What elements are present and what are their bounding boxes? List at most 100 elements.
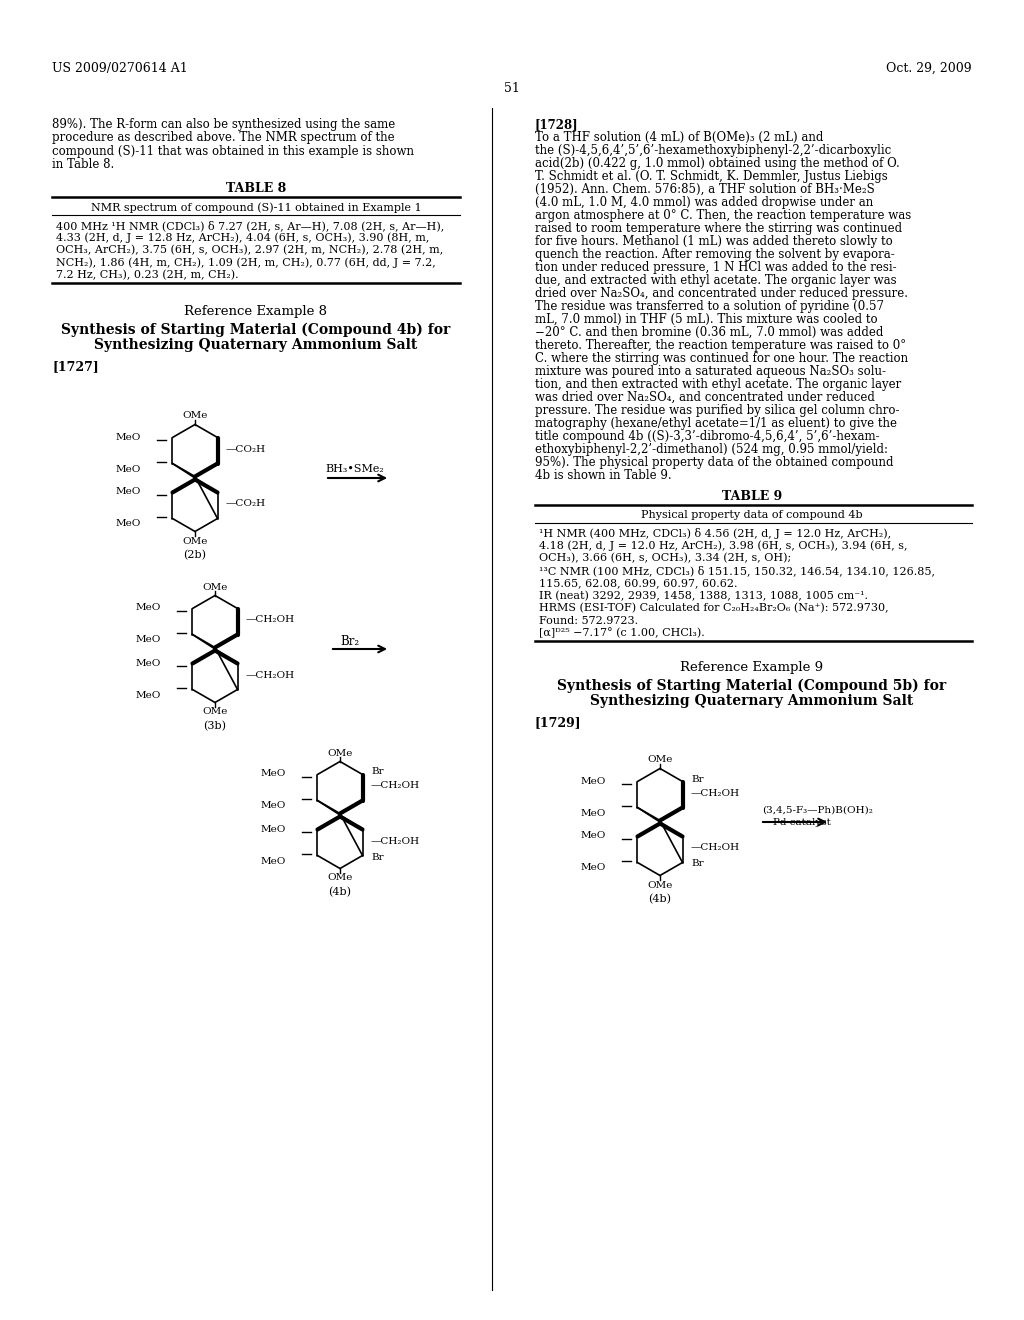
- Text: Reference Example 8: Reference Example 8: [184, 305, 328, 318]
- Text: —CH₂OH: —CH₂OH: [246, 671, 295, 680]
- Text: OMe: OMe: [647, 755, 673, 764]
- Text: ¹H NMR (400 MHz, CDCl₃) δ 4.56 (2H, d, J = 12.0 Hz, ArCH₂),: ¹H NMR (400 MHz, CDCl₃) δ 4.56 (2H, d, J…: [539, 528, 891, 539]
- Text: 51: 51: [504, 82, 520, 95]
- Text: (3,4,5-F₃—Ph)B(OH)₂: (3,4,5-F₃—Ph)B(OH)₂: [762, 807, 872, 814]
- Text: 4.33 (2H, d, J = 12.8 Hz, ArCH₂), 4.04 (6H, s, OCH₃), 3.90 (8H, m,: 4.33 (2H, d, J = 12.8 Hz, ArCH₂), 4.04 (…: [56, 232, 429, 243]
- Text: To a THF solution (4 mL) of B(OMe)₃ (2 mL) and: To a THF solution (4 mL) of B(OMe)₃ (2 m…: [535, 131, 823, 144]
- Text: Br: Br: [371, 853, 384, 862]
- Text: MeO: MeO: [581, 832, 606, 841]
- Text: C. where the stirring was continued for one hour. The reaction: C. where the stirring was continued for …: [535, 352, 908, 366]
- Text: MeO: MeO: [261, 857, 287, 866]
- Text: Physical property data of compound 4b: Physical property data of compound 4b: [641, 510, 863, 520]
- Text: TABLE 9: TABLE 9: [722, 490, 782, 503]
- Text: —CH₂OH: —CH₂OH: [246, 615, 295, 624]
- Text: −20° C. and then bromine (0.36 mL, 7.0 mmol) was added: −20° C. and then bromine (0.36 mL, 7.0 m…: [535, 326, 884, 339]
- Text: matography (hexane/ethyl acetate=1/1 as eluent) to give the: matography (hexane/ethyl acetate=1/1 as …: [535, 417, 897, 430]
- Text: MeO: MeO: [136, 603, 162, 612]
- Text: 7.2 Hz, CH₃), 0.23 (2H, m, CH₂).: 7.2 Hz, CH₃), 0.23 (2H, m, CH₂).: [56, 271, 239, 280]
- Text: OMe: OMe: [327, 748, 352, 758]
- Text: MeO: MeO: [116, 465, 141, 474]
- Text: Synthesis of Starting Material (Compound 4b) for: Synthesis of Starting Material (Compound…: [61, 322, 451, 337]
- Text: (4.0 mL, 1.0 M, 4.0 mmol) was added dropwise under an: (4.0 mL, 1.0 M, 4.0 mmol) was added drop…: [535, 195, 873, 209]
- Text: Synthesis of Starting Material (Compound 5b) for: Synthesis of Starting Material (Compound…: [557, 678, 946, 693]
- Text: raised to room temperature where the stirring was continued: raised to room temperature where the sti…: [535, 222, 902, 235]
- Text: —CH₂OH: —CH₂OH: [691, 843, 740, 853]
- Text: MeO: MeO: [116, 520, 141, 528]
- Text: MeO: MeO: [581, 776, 606, 785]
- Text: Br: Br: [371, 767, 384, 776]
- Text: NCH₂), 1.86 (4H, m, CH₂), 1.09 (2H, m, CH₂), 0.77 (6H, dd, J = 7.2,: NCH₂), 1.86 (4H, m, CH₂), 1.09 (2H, m, C…: [56, 257, 436, 268]
- Text: MeO: MeO: [581, 863, 606, 873]
- Text: procedure as described above. The NMR spectrum of the: procedure as described above. The NMR sp…: [52, 132, 394, 144]
- Text: due, and extracted with ethyl acetate. The organic layer was: due, and extracted with ethyl acetate. T…: [535, 275, 897, 286]
- Text: Found: 572.9723.: Found: 572.9723.: [539, 615, 638, 626]
- Text: BH₃•SMe₂: BH₃•SMe₂: [325, 465, 384, 474]
- Text: in Table 8.: in Table 8.: [52, 158, 115, 172]
- Text: dried over Na₂SO₄, and concentrated under reduced pressure.: dried over Na₂SO₄, and concentrated unde…: [535, 286, 908, 300]
- Text: MeO: MeO: [136, 659, 162, 668]
- Text: —CO₂H: —CO₂H: [226, 499, 266, 508]
- Text: mL, 7.0 mmol) in THF (5 mL). This mixture was cooled to: mL, 7.0 mmol) in THF (5 mL). This mixtur…: [535, 313, 878, 326]
- Text: OMe: OMe: [202, 582, 227, 591]
- Text: OMe: OMe: [647, 880, 673, 890]
- Text: MeO: MeO: [116, 487, 141, 496]
- Text: TABLE 8: TABLE 8: [226, 182, 286, 195]
- Text: Synthesizing Quaternary Ammonium Salt: Synthesizing Quaternary Ammonium Salt: [94, 338, 418, 352]
- Text: MeO: MeO: [136, 690, 162, 700]
- Text: T. Schmidt et al. (O. T. Schmidt, K. Demmler, Justus Liebigs: T. Schmidt et al. (O. T. Schmidt, K. Dem…: [535, 170, 888, 183]
- Text: OMe: OMe: [182, 536, 208, 545]
- Text: 115.65, 62.08, 60.99, 60.97, 60.62.: 115.65, 62.08, 60.99, 60.97, 60.62.: [539, 578, 737, 587]
- Text: MeO: MeO: [261, 770, 287, 779]
- Text: MeO: MeO: [116, 433, 141, 441]
- Text: (4b): (4b): [648, 894, 671, 904]
- Text: mixture was poured into a saturated aqueous Na₂SO₃ solu-: mixture was poured into a saturated aque…: [535, 366, 886, 378]
- Text: OCH₃, ArCH₂), 3.75 (6H, s, OCH₃), 2.97 (2H, m, NCH₂), 2.78 (2H, m,: OCH₃, ArCH₂), 3.75 (6H, s, OCH₃), 2.97 (…: [56, 246, 443, 255]
- Text: —CH₂OH: —CH₂OH: [691, 788, 740, 797]
- Text: 4.18 (2H, d, J = 12.0 Hz, ArCH₂), 3.98 (6H, s, OCH₃), 3.94 (6H, s,: 4.18 (2H, d, J = 12.0 Hz, ArCH₂), 3.98 (…: [539, 540, 907, 550]
- Text: 89%). The R-form can also be synthesized using the same: 89%). The R-form can also be synthesized…: [52, 117, 395, 131]
- Text: IR (neat) 3292, 2939, 1458, 1388, 1313, 1088, 1005 cm⁻¹.: IR (neat) 3292, 2939, 1458, 1388, 1313, …: [539, 590, 868, 601]
- Text: quench the reaction. After removing the solvent by evapora-: quench the reaction. After removing the …: [535, 248, 895, 261]
- Text: thereto. Thereafter, the reaction temperature was raised to 0°: thereto. Thereafter, the reaction temper…: [535, 339, 906, 352]
- Text: Br: Br: [691, 859, 703, 869]
- Text: title compound 4b ((S)-3,3’-dibromo-4,5,6,4’, 5’,6’-hexam-: title compound 4b ((S)-3,3’-dibromo-4,5,…: [535, 430, 880, 444]
- Text: the (S)-4,5,6,4’,5’,6’-hexamethoxybiphenyl-2,2’-dicarboxylic: the (S)-4,5,6,4’,5’,6’-hexamethoxybiphen…: [535, 144, 891, 157]
- Text: OMe: OMe: [327, 874, 352, 883]
- Text: —CH₂OH: —CH₂OH: [371, 837, 420, 846]
- Text: Br: Br: [691, 775, 703, 784]
- Text: Pd catalyst: Pd catalyst: [773, 818, 830, 828]
- Text: OCH₃), 3.66 (6H, s, OCH₃), 3.34 (2H, s, OH);: OCH₃), 3.66 (6H, s, OCH₃), 3.34 (2H, s, …: [539, 553, 792, 564]
- Text: MeO: MeO: [581, 808, 606, 817]
- Text: compound (S)-11 that was obtained in this example is shown: compound (S)-11 that was obtained in thi…: [52, 145, 414, 158]
- Text: Reference Example 9: Reference Example 9: [680, 660, 823, 673]
- Text: 4b is shown in Table 9.: 4b is shown in Table 9.: [535, 469, 672, 482]
- Text: HRMS (ESI-TOF) Calculated for C₂₀H₂₄Br₂O₆ (Na⁺): 572.9730,: HRMS (ESI-TOF) Calculated for C₂₀H₂₄Br₂O…: [539, 603, 889, 614]
- Text: OMe: OMe: [202, 708, 227, 717]
- Text: [α]ᴰ²⁵ −7.17° (c 1.00, CHCl₃).: [α]ᴰ²⁵ −7.17° (c 1.00, CHCl₃).: [539, 628, 705, 639]
- Text: pressure. The residue was purified by silica gel column chro-: pressure. The residue was purified by si…: [535, 404, 899, 417]
- Text: OMe: OMe: [182, 412, 208, 421]
- Text: MeO: MeO: [261, 825, 287, 833]
- Text: for five hours. Methanol (1 mL) was added thereto slowly to: for five hours. Methanol (1 mL) was adde…: [535, 235, 893, 248]
- Text: (2b): (2b): [183, 549, 206, 560]
- Text: ¹³C NMR (100 MHz, CDCl₃) δ 151.15, 150.32, 146.54, 134.10, 126.85,: ¹³C NMR (100 MHz, CDCl₃) δ 151.15, 150.3…: [539, 565, 935, 577]
- Text: 95%). The physical property data of the obtained compound: 95%). The physical property data of the …: [535, 455, 894, 469]
- Text: argon atmosphere at 0° C. Then, the reaction temperature was: argon atmosphere at 0° C. Then, the reac…: [535, 209, 911, 222]
- Text: 400 MHz ¹H NMR (CDCl₃) δ 7.27 (2H, s, Ar—H), 7.08 (2H, s, Ar—H),: 400 MHz ¹H NMR (CDCl₃) δ 7.27 (2H, s, Ar…: [56, 220, 444, 231]
- Text: [1727]: [1727]: [52, 360, 98, 374]
- Text: acid(2b) (0.422 g, 1.0 mmol) obtained using the method of O.: acid(2b) (0.422 g, 1.0 mmol) obtained us…: [535, 157, 900, 170]
- Text: The residue was transferred to a solution of pyridine (0.57: The residue was transferred to a solutio…: [535, 300, 884, 313]
- Text: [1728]: [1728]: [535, 117, 579, 131]
- Text: (3b): (3b): [203, 721, 226, 731]
- Text: Oct. 29, 2009: Oct. 29, 2009: [887, 62, 972, 75]
- Text: Synthesizing Quaternary Ammonium Salt: Synthesizing Quaternary Ammonium Salt: [591, 694, 913, 709]
- Text: ethoxybiphenyl-2,2’-dimethanol) (524 mg, 0.95 mmol/yield:: ethoxybiphenyl-2,2’-dimethanol) (524 mg,…: [535, 444, 888, 455]
- Text: US 2009/0270614 A1: US 2009/0270614 A1: [52, 62, 187, 75]
- Text: [1729]: [1729]: [535, 717, 582, 730]
- Text: was dried over Na₂SO₄, and concentrated under reduced: was dried over Na₂SO₄, and concentrated …: [535, 391, 874, 404]
- Text: —CH₂OH: —CH₂OH: [371, 781, 420, 791]
- Text: tion, and then extracted with ethyl acetate. The organic layer: tion, and then extracted with ethyl acet…: [535, 378, 901, 391]
- Text: MeO: MeO: [261, 801, 287, 810]
- Text: —CO₂H: —CO₂H: [226, 445, 266, 454]
- Text: (1952). Ann. Chem. 576:85), a THF solution of BH₃·Me₂S: (1952). Ann. Chem. 576:85), a THF soluti…: [535, 183, 874, 195]
